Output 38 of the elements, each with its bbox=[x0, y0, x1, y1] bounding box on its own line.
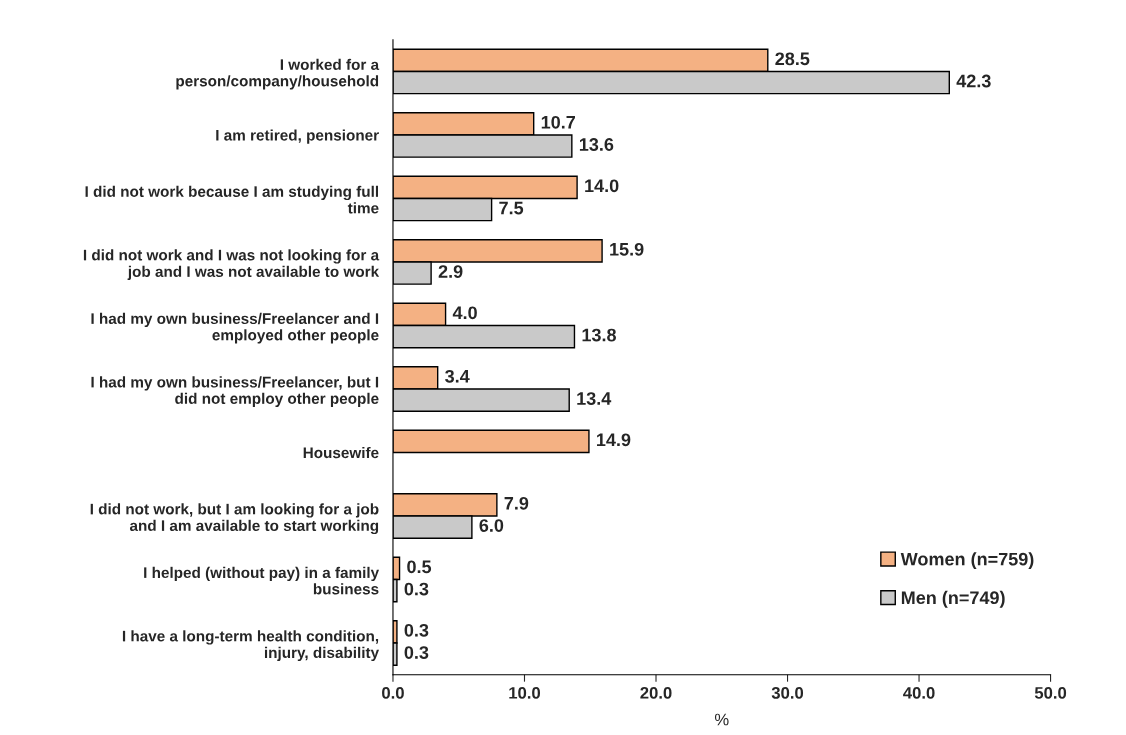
x-tick-label: 30.0 bbox=[771, 686, 804, 699]
x-tick-label: 10.0 bbox=[509, 686, 541, 699]
y-tick-label: I did not work because I am studying full time bbox=[85, 185, 379, 214]
data-label: 28.5 bbox=[775, 52, 810, 66]
data-label: 2.9 bbox=[438, 265, 463, 278]
data-label: 7.9 bbox=[504, 496, 529, 510]
data-label: 3.4 bbox=[445, 369, 470, 383]
legend-label: Men (n=749) bbox=[901, 590, 1005, 608]
data-label: 13.8 bbox=[582, 328, 616, 342]
y-tick-label: I am retired, pensioner bbox=[216, 129, 379, 144]
data-label: 42.3 bbox=[956, 74, 991, 88]
y-tick-label: I did not work, but I am looking for a job and I am available to start working bbox=[90, 503, 379, 535]
y-tick-label: I worked for a person/company/household bbox=[176, 58, 380, 90]
data-label: 4.0 bbox=[452, 306, 477, 320]
y-tick-label: I helped (without pay) in a family business bbox=[144, 566, 380, 595]
data-label: 15.9 bbox=[610, 242, 644, 256]
data-label: 10.7 bbox=[541, 115, 575, 129]
x-tick-label: 40.0 bbox=[903, 686, 935, 699]
data-label: 0.3 bbox=[404, 623, 429, 637]
x-axis-title: % bbox=[714, 713, 729, 726]
data-label: 6.0 bbox=[479, 519, 504, 532]
y-tick-label: Housewife bbox=[303, 446, 379, 459]
data-label: 13.4 bbox=[577, 392, 612, 405]
y-tick-label: I have a long-term health condition, injury, disability bbox=[122, 630, 380, 662]
data-label: 0.3 bbox=[404, 646, 429, 659]
data-label: 0.3 bbox=[404, 582, 429, 596]
x-tick-label: 20.0 bbox=[640, 686, 672, 699]
y-tick-label: I did not work and I was not looking for a job and I was not available to work bbox=[83, 249, 380, 281]
data-label: 7.5 bbox=[499, 201, 524, 215]
x-tick-label: 50.0 bbox=[1034, 686, 1067, 699]
x-tick-label: 0.0 bbox=[382, 686, 404, 699]
y-tick-label: I had my own business/Freelancer, but I did not employ other people bbox=[91, 376, 379, 407]
legend-label: Women (n=759) bbox=[900, 552, 1034, 570]
data-label: 14.9 bbox=[597, 433, 631, 447]
data-label: 0.5 bbox=[407, 560, 432, 574]
y-tick-label: I had my own business/Freelancer and I employed other people bbox=[91, 312, 379, 344]
data-label: 14.0 bbox=[585, 179, 619, 193]
data-label: 13.6 bbox=[579, 138, 614, 151]
